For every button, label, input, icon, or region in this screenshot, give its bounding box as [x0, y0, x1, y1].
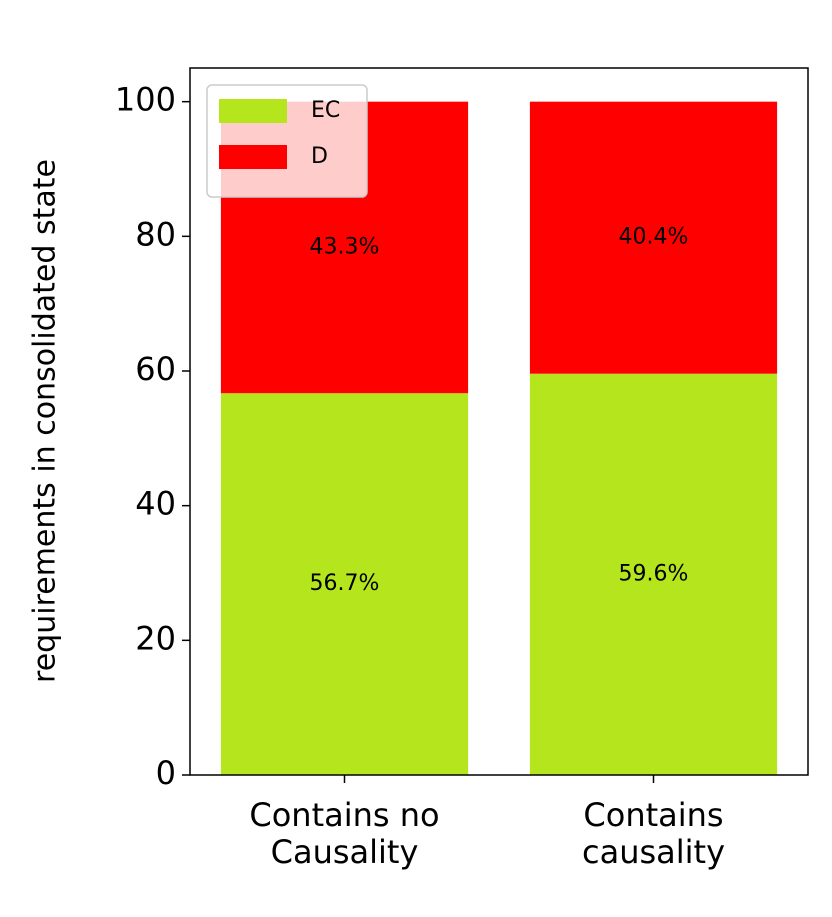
legend-swatch [219, 145, 287, 169]
legend-swatch [219, 99, 287, 123]
value-label: 59.6% [619, 561, 689, 586]
y-tick-label: 20 [135, 619, 176, 657]
y-axis-label: requirements in consolidated state [28, 159, 63, 683]
y-tick-label: 80 [135, 215, 176, 253]
legend-label: EC [311, 98, 340, 123]
y-tick-label: 60 [135, 350, 176, 388]
x-tick-label: Contains no Causality [249, 796, 440, 871]
y-tick-label: 40 [135, 485, 176, 523]
legend-label: D [311, 144, 328, 169]
bar-segment [529, 373, 778, 775]
bar-segment [529, 101, 778, 374]
value-label: 56.7% [310, 571, 380, 596]
y-tick-label: 0 [156, 754, 176, 792]
bar-segment [220, 393, 469, 775]
y-tick-label: 100 [115, 81, 176, 119]
axes-frame [189, 67, 809, 776]
x-tick-label: Contains causality [581, 796, 726, 871]
value-label: 40.4% [619, 225, 689, 250]
value-label: 43.3% [310, 234, 380, 259]
